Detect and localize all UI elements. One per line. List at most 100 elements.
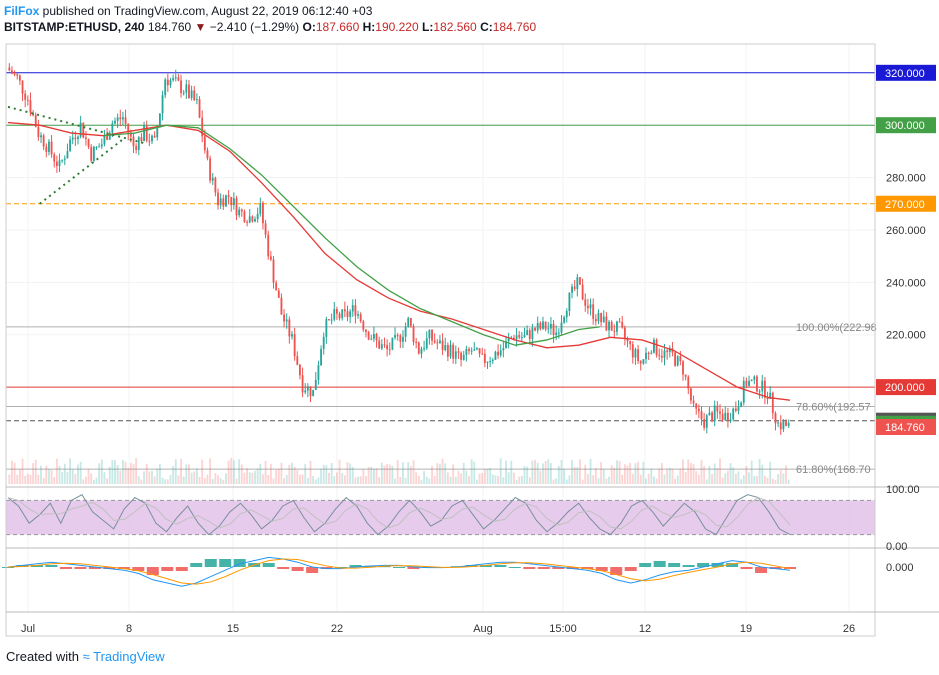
volume-bar	[288, 464, 291, 484]
candle-body	[335, 309, 338, 314]
volume-bar	[674, 478, 677, 484]
volume-bar	[539, 470, 542, 484]
macd-histogram-bar	[59, 567, 72, 569]
macd-histogram-bar	[697, 563, 710, 567]
volume-bar	[293, 467, 296, 484]
candle-body	[499, 350, 502, 356]
volume-bar	[135, 458, 138, 484]
candle-body	[248, 216, 251, 223]
volume-bar	[119, 470, 122, 484]
volume-bar	[512, 472, 515, 484]
volume-bar	[121, 459, 124, 484]
volume-bar	[299, 474, 301, 484]
candle-body	[658, 355, 661, 357]
candle-body	[129, 132, 132, 137]
volume-bar	[555, 478, 558, 484]
candle-body	[616, 321, 618, 332]
chart-canvas[interactable]: 320.000300.000270.000200.000187.170186.0…	[0, 0, 939, 645]
volume-bar	[724, 473, 727, 484]
candle-body	[103, 134, 106, 145]
candle-body	[330, 319, 333, 321]
volume-bar	[404, 477, 407, 484]
candle-body	[549, 323, 552, 329]
volume-bar	[769, 461, 772, 484]
volume-bar	[642, 461, 645, 484]
x-tick-label: 15	[227, 623, 239, 635]
macd-histogram-bar	[320, 567, 333, 569]
candle-body	[779, 422, 782, 430]
volume-bar	[116, 465, 119, 484]
volume-bar	[161, 477, 164, 484]
candle-body	[473, 349, 476, 351]
candle-body	[721, 413, 724, 421]
volume-bar	[124, 461, 127, 484]
candle-body	[18, 75, 21, 81]
volume-bar	[671, 468, 674, 484]
volume-bar	[396, 459, 399, 484]
candle-body	[534, 327, 536, 331]
candle-body	[592, 304, 595, 319]
candle-body	[267, 234, 270, 257]
volume-bar	[618, 461, 621, 484]
candle-body	[608, 321, 610, 331]
volume-bar	[320, 469, 322, 484]
macd-line	[7, 556, 791, 587]
candle-body	[106, 134, 108, 140]
price-level-label: 320.000	[885, 68, 925, 80]
candle-body	[50, 141, 53, 155]
candle-body	[629, 341, 632, 345]
volume-bar	[650, 468, 653, 484]
macd-histogram-bar	[566, 567, 579, 569]
candle-body	[394, 335, 396, 338]
volume-bar	[748, 472, 750, 484]
candle-body	[254, 219, 256, 222]
tradingview-link[interactable]: TradingView	[93, 649, 165, 664]
macd-histogram-bar	[711, 563, 724, 567]
volume-bar	[528, 477, 531, 484]
volume-bar	[507, 472, 510, 484]
candle-body	[119, 117, 122, 120]
volume-bar	[357, 476, 359, 484]
price-level-badge	[876, 195, 936, 212]
candle-body	[745, 380, 748, 386]
volume-bar	[581, 479, 584, 484]
volume-bar	[312, 475, 315, 484]
candle-body	[763, 380, 766, 398]
volume-bar	[682, 459, 684, 484]
candle-body	[378, 340, 381, 349]
volume-bar	[771, 478, 774, 484]
macd-histogram-bar	[378, 566, 391, 568]
volume-bar	[476, 479, 478, 484]
volume-bar	[225, 473, 227, 484]
volume-bar	[639, 474, 642, 484]
volume-bar	[325, 465, 328, 484]
volume-bar	[510, 460, 513, 484]
volume-bar	[291, 462, 293, 484]
volume-bar	[306, 477, 309, 484]
author-name[interactable]: FilFox	[4, 4, 40, 18]
macd-histogram-bar	[668, 563, 681, 567]
candle-body	[716, 405, 719, 412]
volume-bar	[240, 464, 243, 484]
volume-bar	[341, 473, 344, 484]
candle-body	[391, 337, 394, 350]
x-tick-label: 19	[740, 623, 752, 635]
candle-body	[132, 136, 135, 147]
volume-bar	[737, 471, 740, 484]
volume-bar	[246, 468, 249, 484]
candle-body	[153, 135, 156, 138]
volume-bar	[98, 463, 101, 484]
volume-bar	[48, 469, 50, 484]
volume-bar	[383, 465, 386, 484]
candle-body	[227, 195, 230, 197]
volume-bar	[232, 459, 235, 484]
candle-body	[639, 361, 642, 364]
price-level-badge	[876, 117, 936, 134]
candle-body	[618, 321, 621, 323]
volume-bar	[193, 471, 196, 484]
candle-body	[600, 312, 603, 323]
candle-body	[177, 77, 180, 81]
candle-body	[460, 352, 463, 360]
volume-bar	[127, 467, 130, 484]
candle-body	[121, 117, 124, 120]
